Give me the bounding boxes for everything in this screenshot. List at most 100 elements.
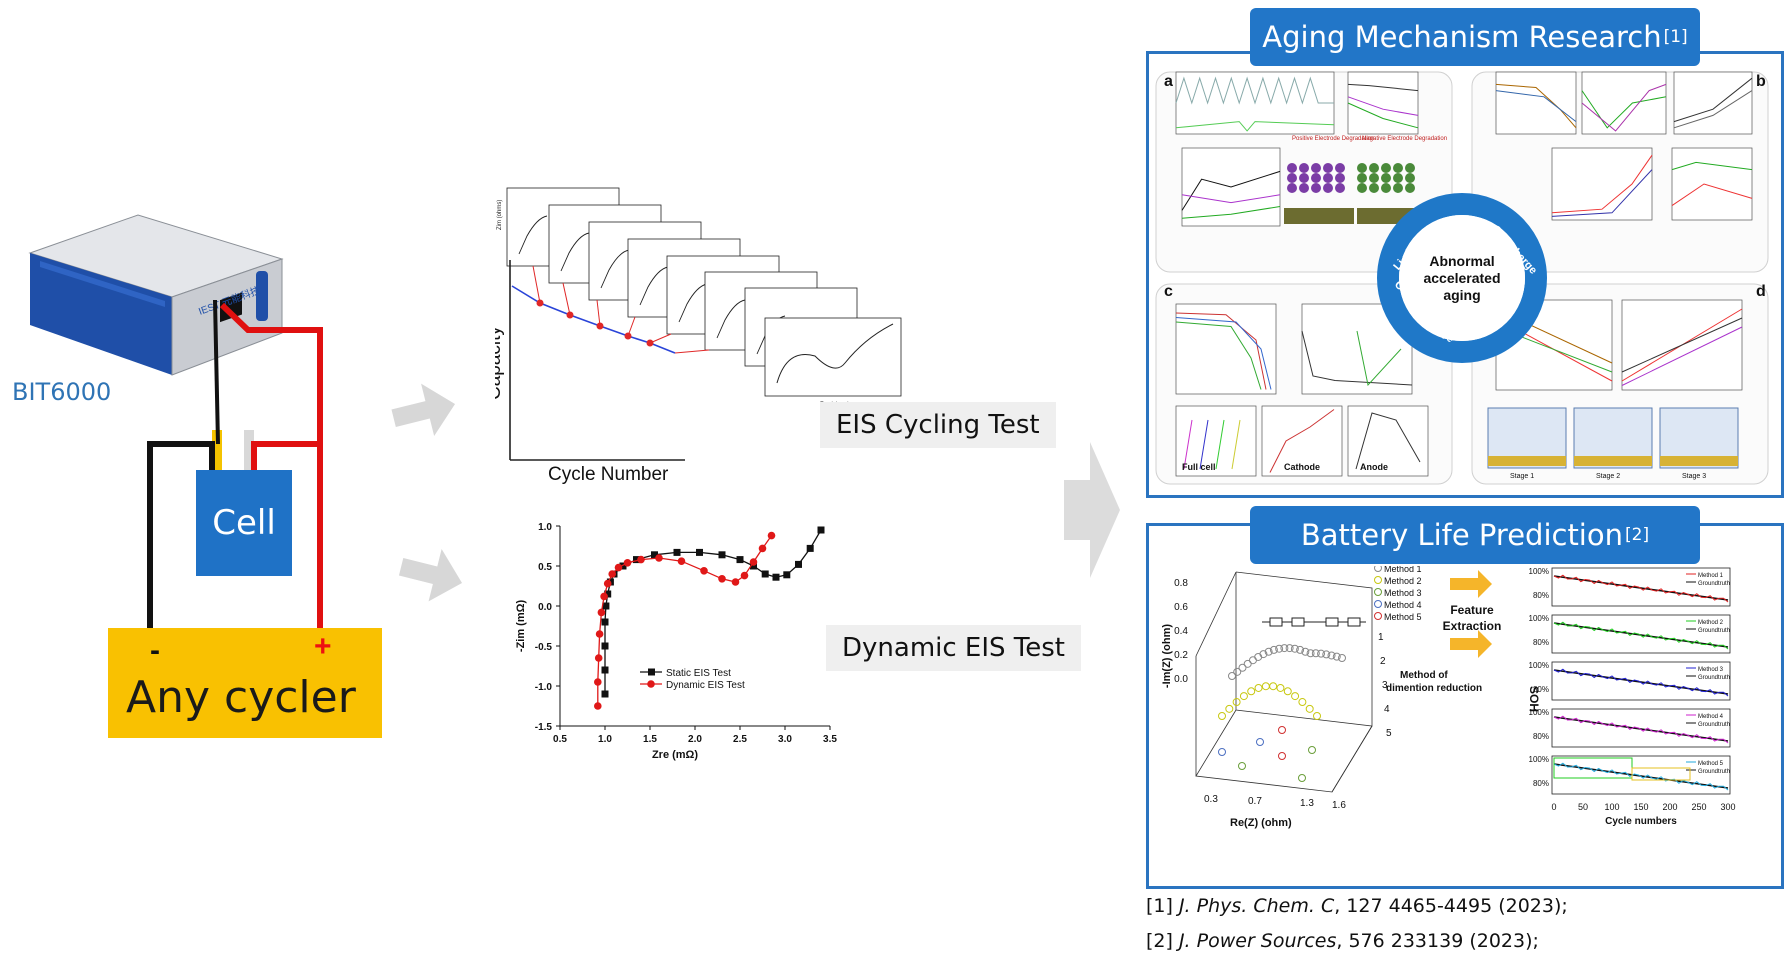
- connector-line: [649, 333, 672, 344]
- plot-box-edge: [1195, 709, 1373, 793]
- data-point: [740, 571, 749, 580]
- data-point: [783, 571, 791, 579]
- data-point: [761, 570, 769, 578]
- particle: [1405, 173, 1415, 183]
- pct-label: 80%: [1533, 685, 1549, 694]
- mini-plot-line: [1231, 419, 1241, 470]
- data-point: [600, 592, 608, 601]
- nyquist-marker: [1308, 746, 1316, 754]
- anode-label: Anode: [1360, 462, 1388, 472]
- inset-y-label: Zim (ohms): [497, 200, 503, 230]
- soh-panel: [1551, 755, 1731, 795]
- panel-method-label: Method 5: [1698, 761, 1724, 767]
- data-point: [795, 560, 802, 568]
- cycle-tick-label: 50: [1578, 802, 1588, 812]
- nyquist-inset-curve: [600, 249, 630, 289]
- y-tick-label: 0.0: [538, 602, 552, 613]
- nyquist-inset-frame: [764, 317, 902, 397]
- mini-plot-frame: [1671, 147, 1753, 221]
- data-point: [619, 562, 627, 570]
- nyquist-marker: [1232, 698, 1241, 707]
- nyquist-inset-curve: [776, 323, 894, 384]
- stage-label: Stage 1: [1510, 473, 1534, 480]
- mini-plot-line: [1181, 194, 1281, 204]
- cycler-box: - + Any cycler: [108, 628, 382, 738]
- particle: [1335, 173, 1345, 183]
- reference-1: [1] J. Phys. Chem. C, 127 4465-4495 (202…: [1146, 895, 1568, 917]
- x-tick-label: 2.5: [733, 734, 747, 745]
- y3d-tick-label: 0.2: [1174, 650, 1188, 661]
- arrow-right-icon: [391, 383, 456, 437]
- y-tick-label: 0.5: [538, 562, 552, 573]
- pct-label: 100%: [1529, 661, 1549, 670]
- nyquist-inset-curve: [518, 215, 548, 255]
- nyquist-marker: [1298, 698, 1307, 707]
- mini-plot-line: [1551, 169, 1653, 217]
- neg-deg-label: Negative Electrode Degradation: [1362, 136, 1447, 142]
- circuit-resistor: [1325, 617, 1339, 627]
- cycle-axis-label: Cycle numbers: [1605, 816, 1677, 827]
- z3d-tick-label: 3: [1382, 680, 1388, 691]
- prediction-line: [1553, 715, 1729, 744]
- connector-line: [562, 282, 571, 316]
- mini-plot-frame: [1581, 71, 1667, 135]
- data-point: [597, 608, 606, 617]
- data-point: [603, 579, 612, 588]
- cycle-point: [624, 332, 632, 340]
- stage-current-collector: [1660, 456, 1738, 466]
- panel-method-label: Method 4: [1698, 714, 1724, 720]
- data-point: [601, 690, 609, 698]
- data-point: [608, 570, 616, 578]
- circuit-resistor: [1347, 617, 1361, 627]
- data-point: [655, 554, 663, 562]
- data-point: [601, 666, 609, 674]
- nyquist-marker: [1285, 644, 1294, 653]
- legend-marker: [648, 668, 655, 676]
- nyquist-inset-curve: [716, 299, 746, 339]
- cycle-point: [596, 322, 604, 330]
- arrow-right-icon: [1450, 630, 1492, 658]
- x3d-tick-label: 1.6: [1332, 800, 1346, 811]
- eis-cycling-label: EIS Cycling Test: [820, 402, 1056, 448]
- particle: [1299, 173, 1309, 183]
- nyquist-marker: [1248, 656, 1257, 665]
- data-point: [806, 544, 814, 552]
- cycler-label: Any cycler: [126, 672, 356, 723]
- particle: [1323, 163, 1333, 173]
- mini-plot-line: [1495, 83, 1577, 129]
- aging-figure: a b c d Positive Electrode DegradationNegati…: [1155, 71, 1769, 485]
- nyquist-marker: [1313, 712, 1321, 720]
- center-text: accelerated: [1423, 270, 1500, 286]
- connector-line: [596, 299, 601, 327]
- legend-label: Method 4: [1384, 600, 1422, 610]
- data-point: [594, 702, 602, 710]
- legend-label: Dynamic EIS Test: [666, 680, 745, 691]
- x3d-tick-label: 0.3: [1204, 794, 1218, 805]
- pos-deg-label: Positive Electrode Degradation: [1292, 136, 1374, 142]
- cycle-tick-label: 100: [1604, 802, 1619, 812]
- data-point: [637, 555, 645, 564]
- nyquist-marker: [1278, 752, 1286, 760]
- particle: [1299, 163, 1309, 173]
- particle: [1369, 163, 1379, 173]
- data-point: [651, 551, 658, 559]
- mini-plot-line: [1581, 90, 1667, 129]
- nyquist-marker: [1283, 687, 1292, 696]
- x-tick-label: 3.0: [778, 734, 792, 745]
- soh-panel: [1551, 708, 1731, 748]
- pct-label: 100%: [1529, 614, 1549, 623]
- cycle-point: [646, 339, 654, 347]
- life-title-tab: Battery Life Prediction [2]: [1250, 506, 1700, 564]
- data-point: [623, 559, 632, 567]
- pct-label: 80%: [1533, 591, 1549, 600]
- particle: [1357, 183, 1367, 193]
- mini-plot-frame: [1261, 405, 1343, 477]
- cycle-point: [566, 311, 574, 319]
- nyquist-marker: [1264, 647, 1273, 656]
- cycle-number-label: Cycle Number: [548, 464, 669, 485]
- particle: [1335, 183, 1345, 193]
- highlight-box: [1631, 767, 1691, 781]
- x-tick-label: 0.5: [553, 734, 567, 745]
- nyquist-marker: [1301, 647, 1310, 656]
